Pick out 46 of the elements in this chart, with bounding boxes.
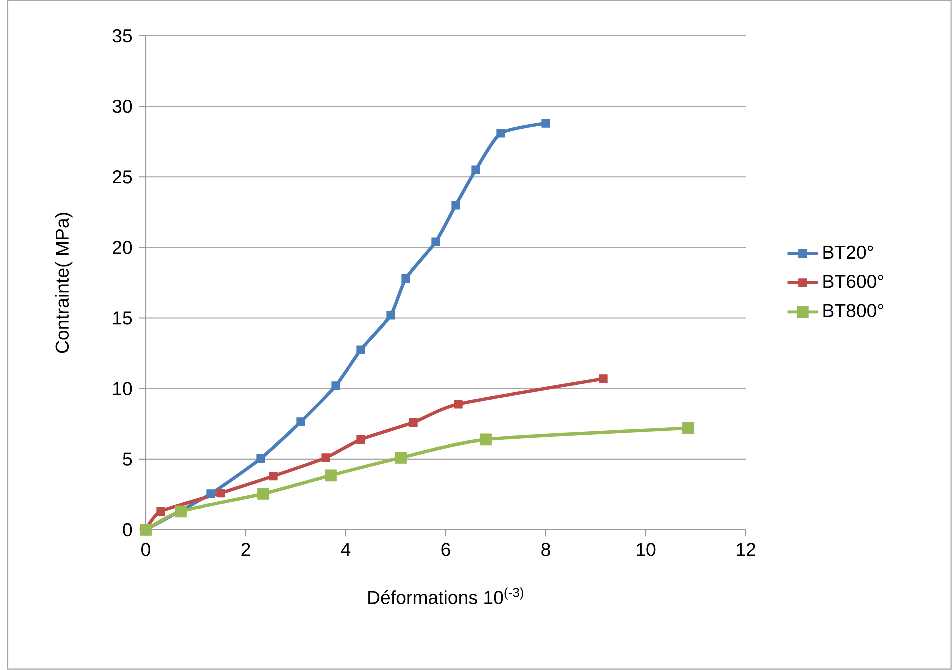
point <box>269 472 278 481</box>
point <box>432 238 440 246</box>
point <box>356 435 366 444</box>
point <box>332 382 340 390</box>
legend-label: BT800° <box>824 304 884 318</box>
x-tick-label: 8 <box>542 543 550 556</box>
point <box>386 311 396 320</box>
point <box>395 452 407 464</box>
y-axis-title: Contrainte( MPa) <box>55 213 73 354</box>
y-tick-label: 35 <box>112 29 132 43</box>
x-tick-label: 4 <box>341 543 351 556</box>
point <box>156 507 166 516</box>
x-tick-label: 2 <box>242 543 250 556</box>
x-axis-title: Déformations 10$^{(-3)}$ <box>368 588 524 604</box>
point <box>452 201 460 210</box>
legend-label: BT600° <box>824 275 884 288</box>
legend-label: BT20° <box>824 246 874 260</box>
y-tick-label: 25 <box>113 170 132 184</box>
point <box>206 490 216 498</box>
point <box>682 422 694 434</box>
point <box>325 470 337 482</box>
point <box>402 274 410 284</box>
point <box>454 400 463 409</box>
point <box>472 166 480 174</box>
x-tick-label: 10 <box>637 543 656 556</box>
point <box>409 418 418 428</box>
point <box>480 434 492 446</box>
point <box>322 454 330 462</box>
point <box>258 488 270 500</box>
point <box>216 488 226 498</box>
x-tick-label: 6 <box>442 543 450 556</box>
y-tick-label: 30 <box>112 100 132 114</box>
point <box>356 346 366 354</box>
y-tick-label: 20 <box>113 241 132 254</box>
point <box>296 418 306 426</box>
x-tick-label: 12 <box>737 543 756 556</box>
point <box>542 119 550 128</box>
y-tick-label: 15 <box>114 312 132 325</box>
point <box>496 129 506 138</box>
point <box>599 374 608 384</box>
point <box>175 506 187 518</box>
point <box>256 454 266 464</box>
y-tick-label: 5 <box>123 452 132 466</box>
x-tick-label: 0 <box>142 543 150 556</box>
y-tick-label: 10 <box>114 382 132 396</box>
y-tick-label: 0 <box>123 523 132 537</box>
